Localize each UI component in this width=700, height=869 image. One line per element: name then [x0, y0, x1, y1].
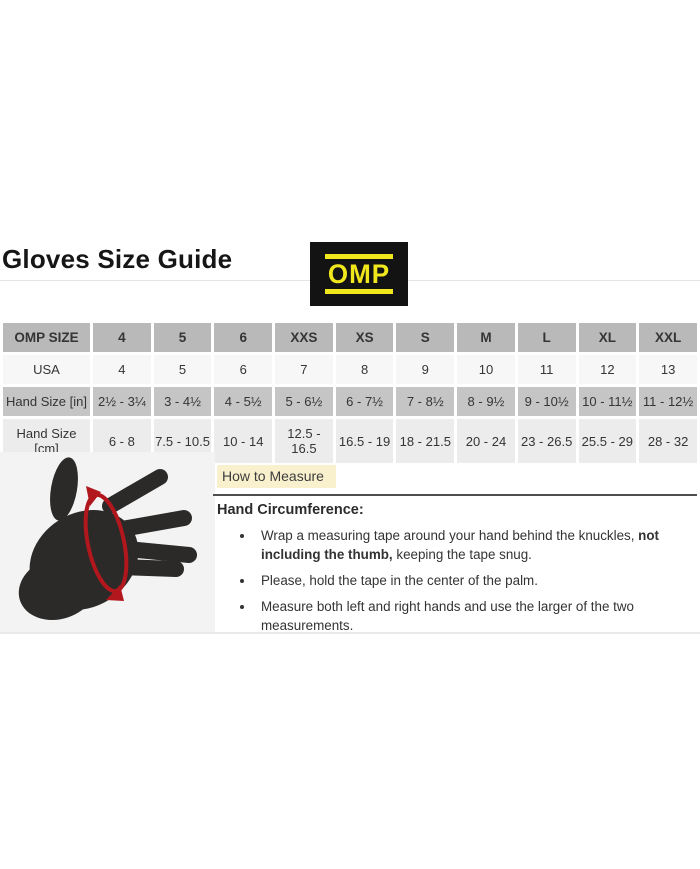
row-value-cell: 7 [275, 355, 333, 384]
measure-divider [213, 494, 697, 496]
header-cell-size: L [517, 323, 576, 352]
header-cell-size: XS [335, 323, 394, 352]
header-cell-size: XL [578, 323, 637, 352]
row-value-cell: 20 - 24 [457, 419, 515, 463]
row-value-cell: 13 [639, 355, 697, 384]
row-label-cell: USA [3, 355, 90, 384]
measure-instruction-item: Wrap a measuring tape around your hand b… [255, 526, 700, 564]
omp-logo-top-bar [325, 254, 393, 259]
row-value-cell: 9 [396, 355, 455, 384]
hand-circumference-heading: Hand Circumference: [217, 502, 364, 518]
row-value-cell: 25.5 - 29 [578, 419, 637, 463]
row-value-cell: 12 [578, 355, 637, 384]
row-value-cell: 18 - 21.5 [396, 419, 455, 463]
row-value-cell: 6 - 7½ [335, 387, 394, 416]
row-value-cell: 8 [335, 355, 394, 384]
measuring-tape-arrow [83, 486, 129, 601]
size-table: OMP SIZE 4 5 6 XXS XS S M L XL XXL USA 4 5 6 7 8 9 10 11 12… [0, 320, 700, 466]
row-value-cell: 11 - 12½ [639, 387, 697, 416]
size-table-body: USA 4 5 6 7 8 9 10 11 12 13 Hand Size [in] 2½ - 3¼ 3 … [3, 355, 697, 463]
row-label-cell: Hand Size [in] [3, 387, 90, 416]
row-value-cell: 11 [517, 355, 576, 384]
row-value-cell: 4 [93, 355, 151, 384]
row-value-cell: 7 - 8½ [396, 387, 455, 416]
row-value-cell: 12.5 - 16.5 [275, 419, 333, 463]
header-cell-size: 4 [93, 323, 151, 352]
how-to-measure-section: How to Measure Hand Circumference: Wrap … [0, 452, 700, 634]
measure-instruction-item: Please, hold the tape in the center of t… [255, 571, 700, 590]
header-cell-label: OMP SIZE [3, 323, 90, 352]
header-cell-size: XXL [639, 323, 697, 352]
row-value-cell: 23 - 26.5 [517, 419, 576, 463]
measure-instructions-panel: How to Measure Hand Circumference: Wrap … [213, 452, 700, 635]
row-value-cell: 2½ - 3¼ [93, 387, 151, 416]
row-value-cell: 28 - 32 [639, 419, 697, 463]
measure-instruction-list: Wrap a measuring tape around your hand b… [215, 526, 700, 635]
measure-instruction-item: Measure both left and right hands and us… [255, 597, 700, 635]
row-value-cell: 4 - 5½ [214, 387, 273, 416]
omp-logo-text: OMP [327, 258, 391, 290]
table-row: Hand Size [in] 2½ - 3¼ 3 - 4½ 4 - 5½ 5 - 6½ 6… [3, 387, 697, 416]
row-value-cell: 3 - 4½ [153, 387, 212, 416]
omp-logo: OMP [310, 242, 408, 306]
row-value-cell: 5 - 6½ [275, 387, 333, 416]
header-cell-size: 5 [153, 323, 212, 352]
how-to-measure-label: How to Measure [217, 465, 336, 488]
header-cell-size: XXS [275, 323, 333, 352]
row-value-cell: 10 - 11½ [578, 387, 637, 416]
hand-icon [18, 457, 197, 620]
row-value-cell: 10 - 14 [214, 419, 273, 463]
page-title: Gloves Size Guide [2, 244, 233, 274]
hand-measure-illustration [0, 452, 215, 632]
header-cell-size: M [457, 323, 515, 352]
row-value-cell: 10 [457, 355, 515, 384]
table-header-row: OMP SIZE 4 5 6 XXS XS S M L XL XXL [3, 323, 697, 352]
table-row: USA 4 5 6 7 8 9 10 11 12 13 [3, 355, 697, 384]
size-table-head: OMP SIZE 4 5 6 XXS XS S M L XL XXL [3, 323, 697, 352]
row-value-cell: 16.5 - 19 [335, 419, 394, 463]
header-cell-size: 6 [214, 323, 273, 352]
header-cell-size: S [396, 323, 455, 352]
row-value-cell: 6 [214, 355, 273, 384]
row-value-cell: 9 - 10½ [517, 387, 576, 416]
row-value-cell: 5 [153, 355, 212, 384]
omp-logo-bottom-bar [325, 289, 393, 294]
row-value-cell: 8 - 9½ [457, 387, 515, 416]
